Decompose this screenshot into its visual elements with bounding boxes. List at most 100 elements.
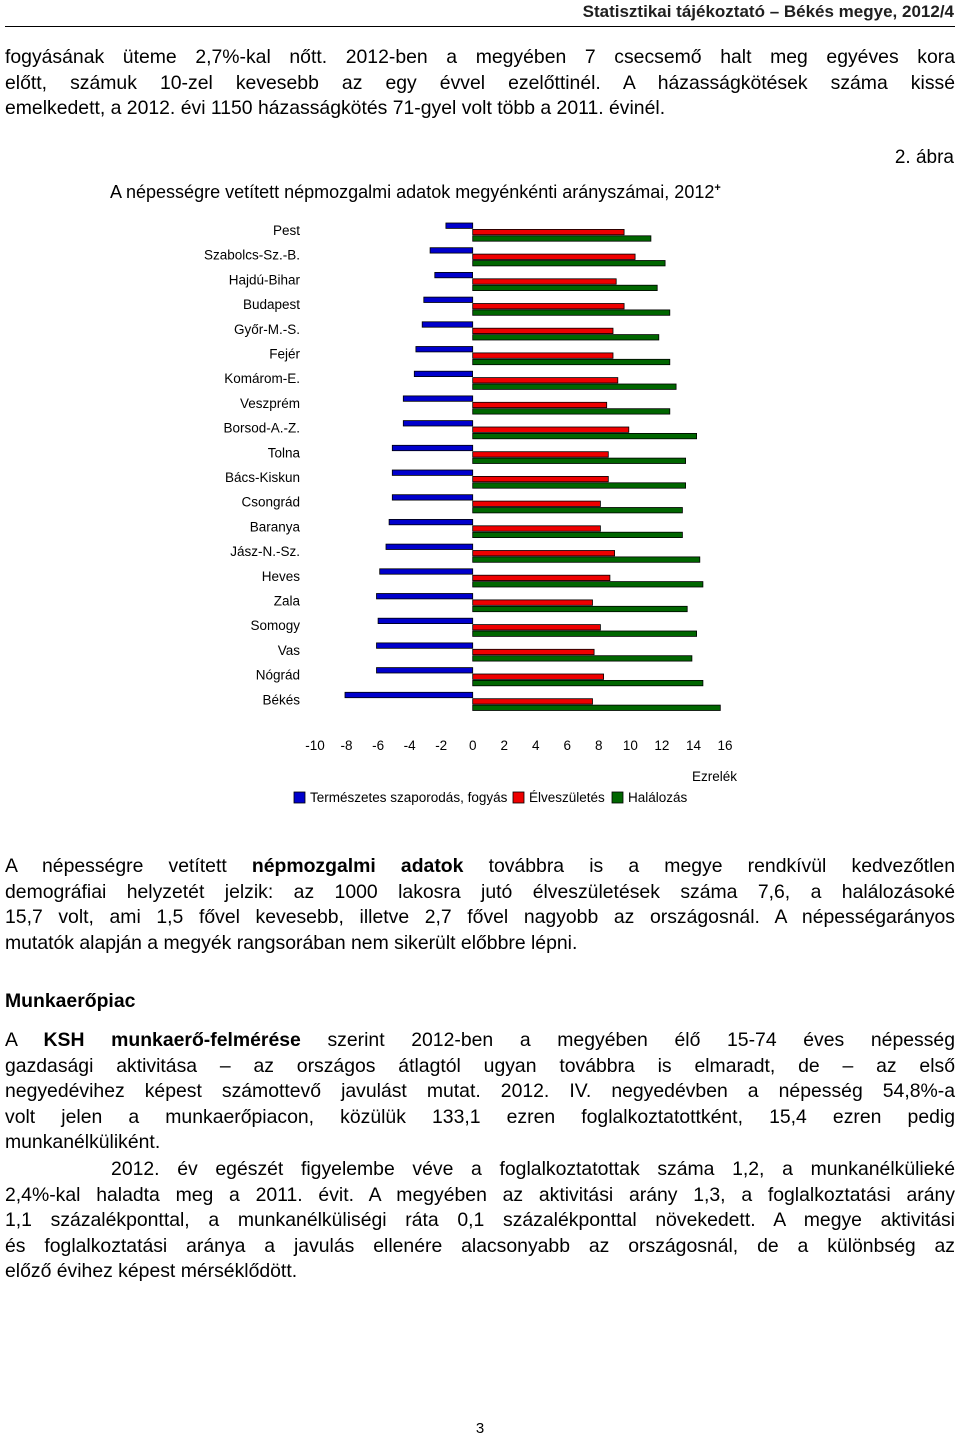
x-tick-label: 12 (654, 738, 669, 753)
bar-deaths (472, 383, 677, 390)
category-label: Szabolcs-Sz.-B. (204, 248, 300, 263)
category-label: Tolna (268, 445, 301, 460)
text-run: 2012. év egészét figyelembe véve a fogla… (5, 1158, 956, 1180)
bar-deaths (472, 408, 671, 415)
bar-live-births (472, 327, 614, 334)
bar-live-births (472, 278, 617, 285)
category-label: Borsod-A.-Z. (223, 421, 300, 436)
bar-natural-change (388, 518, 474, 526)
labour-survey-paragraph: A KSH munkaerő-felmérése szerint 2012-be… (5, 1028, 955, 1156)
category-label: Békés (262, 692, 300, 707)
bar-deaths (472, 235, 652, 242)
bar-deaths (472, 679, 704, 687)
legend-swatch (512, 791, 525, 804)
bar-natural-change (377, 617, 474, 625)
category-label: Baranya (250, 519, 301, 534)
category-label: Bács-Kiskun (225, 470, 300, 485)
text-line: volt jelen a munkaerőpiacon, közülük 133… (5, 1105, 955, 1131)
x-tick-label: -4 (404, 738, 416, 753)
text-line: és foglalkoztatási aránya a javulás elle… (5, 1234, 955, 1260)
x-tick-label: 10 (623, 738, 638, 753)
text-line: A népességre vetített népmozgalmi adatok… (5, 854, 955, 880)
category-label: Veszprém (240, 396, 300, 411)
bar-natural-change (423, 296, 474, 303)
x-tick-label: -6 (372, 738, 384, 753)
bar-natural-change (376, 667, 474, 674)
category-label: Komárom-E. (224, 371, 300, 386)
bar-live-births (472, 500, 601, 507)
section-heading: Munkaerőpiac (5, 990, 136, 1012)
bar-live-births (472, 698, 593, 705)
figure-label: 2. ábra (894, 147, 954, 168)
category-label: Nógrád (256, 668, 300, 683)
bar-natural-change (429, 247, 474, 254)
bar-live-births (472, 599, 593, 606)
bar-live-births (472, 377, 619, 384)
text-line: mutatók alapján a megyék rangsorában nem… (5, 931, 955, 957)
bar-live-births (472, 253, 636, 260)
text-line: fogyásának üteme 2,7%-kal nőtt. 2012-ben… (5, 46, 955, 68)
x-tick-label: 0 (469, 738, 477, 753)
text-line: 1,1 százalékponttal, a munkanélküliségi … (5, 1208, 955, 1234)
x-tick-label: 8 (595, 738, 603, 753)
text-line: előtt, számuk 10-zel kevesebb az egy évv… (5, 71, 955, 94)
bold-text: KSH munkaerő-felmérése (43, 1029, 301, 1051)
legend-swatch (293, 791, 306, 804)
text-run: 2,4%-kal haladta meg a 2011. évit. A meg… (5, 1183, 955, 1206)
bar-natural-change (391, 469, 474, 476)
x-tick-label: 2 (500, 738, 508, 753)
text-run: munkanélküliként. (5, 1131, 161, 1154)
category-label: Zala (274, 594, 301, 609)
category-label: Somogy (250, 618, 300, 633)
legend-label: Természetes szaporodás, fogyás (310, 790, 508, 805)
category-label: Pest (273, 223, 300, 238)
text-run: 15,7 volt, ami 1,5 fővel kevesebb, illet… (5, 906, 955, 929)
running-header: Statisztikai tájékoztató – Békés megye, … (582, 2, 954, 21)
text-line: demográfiai helyzetét jelzik: az 1000 la… (5, 880, 955, 906)
demography-paragraph: A népességre vetített népmozgalmi adatok… (5, 854, 955, 956)
text-run: demográfiai helyzetét jelzik: az 1000 la… (5, 880, 955, 903)
x-tick-label: -10 (305, 738, 325, 753)
bar-natural-change (391, 444, 474, 452)
bar-live-births (472, 525, 601, 532)
bar-natural-change (415, 346, 474, 353)
bar-natural-change (344, 691, 474, 699)
bar-deaths (472, 507, 683, 514)
x-tick-label: -8 (340, 738, 352, 753)
legend-label: Halálozás (628, 790, 688, 805)
bar-deaths (472, 556, 701, 563)
chart: Pest Szabolcs-Sz.-B. Hajdú-Bihar Budapest Gy… (204, 222, 737, 805)
text-run: 1,1 százalékponttal, a munkanélküliségi … (5, 1209, 955, 1232)
legend-swatch (611, 791, 624, 804)
text-line: 15,7 volt, ami 1,5 fővel kevesebb, illet… (5, 905, 955, 931)
category-label: Fejér (269, 347, 300, 362)
category-label: Budapest (243, 297, 300, 312)
bar-natural-change (385, 543, 474, 550)
bar-natural-change (421, 321, 474, 328)
category-label: Jász-N.-Sz. (230, 544, 300, 559)
bar-deaths (472, 605, 688, 613)
category-label: Csongrád (241, 495, 300, 510)
bar-live-births (472, 352, 614, 359)
text-line: 2,4%-kal haladta meg a 2011. évit. A meg… (5, 1183, 955, 1209)
header-rule (5, 26, 955, 27)
bar-deaths (472, 630, 698, 637)
bar-deaths (472, 432, 698, 440)
legend-label: Élveszületés (529, 790, 605, 805)
bar-deaths (472, 260, 666, 267)
text-run: és foglalkoztatási aránya a javulás elle… (5, 1234, 955, 1257)
bar-natural-change (376, 642, 474, 649)
category-label: Vas (278, 643, 301, 658)
bar-deaths (472, 309, 671, 316)
category-label: Heves (262, 569, 301, 584)
bar-live-births (472, 648, 595, 656)
text-run: előző évihez képest mérséklődött. (5, 1260, 298, 1283)
bar-deaths (472, 482, 687, 489)
bar-natural-change (379, 568, 474, 575)
x-axis-unit-label: Ezrelék (692, 769, 737, 784)
x-tick-label: 6 (564, 738, 572, 753)
bar-deaths (472, 704, 721, 711)
chart-title-text: A népességre vetített népmozgalmi adatok… (110, 182, 715, 202)
text-run: A népességre vetített (5, 855, 252, 877)
employment-paragraph: 2012. év egészét figyelembe véve a fogla… (5, 1157, 955, 1285)
